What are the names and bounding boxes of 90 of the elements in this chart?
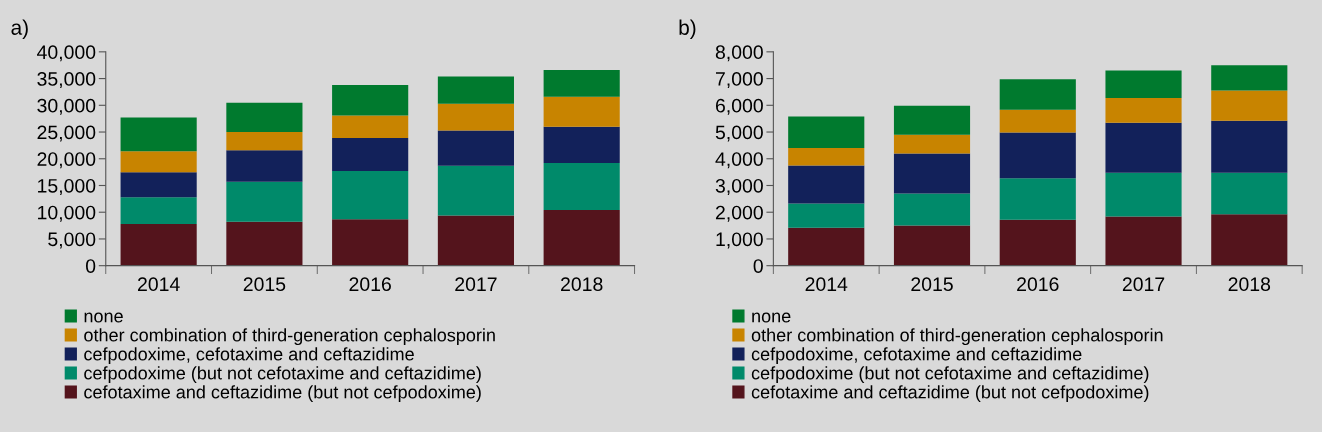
bar (226, 221, 303, 266)
bar (788, 165, 865, 204)
y-tick-label: 3,000 (715, 178, 763, 196)
bar (788, 116, 865, 149)
bar (332, 115, 409, 138)
y-tick-label: 0 (753, 259, 763, 273)
x-tick-label: 2015 (911, 277, 953, 292)
bar (1211, 90, 1288, 121)
y-tick-label: 25,000 (37, 125, 96, 142)
y-tick-label: 5,000 (715, 125, 763, 142)
legend-label: cefotaxime and ceftazidime (but not cefpodoxime) (84, 385, 481, 403)
x-tick-label: 2015 (243, 277, 286, 292)
bar (120, 197, 197, 224)
y-tick-label: 0 (85, 259, 96, 273)
legend-label: cefpodoxime, cefotaxime and ceftazidime (751, 347, 1082, 365)
y-tick-label: 6,000 (715, 98, 763, 115)
chart-title: b) (679, 19, 696, 39)
bar (120, 151, 197, 173)
x-tick-label: 2014 (805, 277, 848, 292)
bar (226, 102, 303, 133)
bar (543, 126, 620, 164)
y-tick-label: 40,000 (37, 45, 96, 62)
x-tick-label: 2017 (1122, 277, 1165, 292)
bar (437, 76, 514, 104)
y-tick-label: 4,000 (715, 152, 763, 169)
bar (893, 225, 971, 266)
bar (437, 165, 514, 216)
bar (226, 181, 303, 222)
bar (893, 153, 971, 194)
bar (1105, 172, 1182, 217)
y-tick-label: 15,000 (38, 178, 96, 196)
y-tick-label: 2,000 (715, 205, 763, 222)
x-tick-label: 2018 (561, 277, 603, 292)
bar (226, 150, 303, 182)
bar (1211, 214, 1288, 266)
y-tick-label: 10,000 (38, 205, 96, 222)
y-tick-label: 5,000 (48, 232, 96, 249)
bar (788, 148, 865, 166)
bar (543, 210, 620, 266)
bar (1105, 122, 1182, 173)
bar (332, 84, 409, 116)
y-tick-label: 7,000 (715, 72, 763, 89)
bar (999, 178, 1076, 220)
x-tick-label: 2016 (349, 277, 391, 292)
bar (1105, 98, 1182, 123)
bar (999, 109, 1076, 133)
legend-label: other combination of third-generation cephalosporin (751, 328, 1163, 346)
bar (893, 134, 971, 154)
bar (437, 103, 514, 131)
y-tick-label: 30,000 (37, 98, 96, 115)
y-tick-label: 35,000 (37, 72, 96, 89)
legend-label: cefpodoxime, cefotaxime and ceftazidime (84, 347, 414, 365)
bar (1105, 70, 1182, 99)
bar (332, 171, 409, 220)
bar (332, 137, 409, 172)
chart-title: a) (11, 19, 28, 39)
bar (788, 227, 865, 266)
bar (1211, 120, 1288, 173)
bar (893, 193, 971, 226)
bar (120, 223, 197, 266)
bar (1211, 65, 1288, 91)
bar (543, 70, 620, 97)
bar (437, 130, 514, 166)
bar (543, 96, 620, 127)
y-tick-label: 8,000 (715, 45, 763, 62)
bar (120, 172, 197, 198)
x-tick-label: 2018 (1228, 277, 1271, 292)
bar (437, 215, 514, 266)
bar (999, 219, 1076, 266)
y-tick-label: 20,000 (37, 152, 96, 169)
legend-label: cefpodoxime (but not cefotaxime and ceftazidime) (84, 366, 481, 384)
legend-label: none (752, 312, 791, 323)
legend-label: cefpodoxime (but not cefotaxime and ceftazidime) (751, 366, 1149, 384)
bar (120, 117, 197, 152)
y-tick-label: 1,000 (716, 232, 763, 249)
bar (999, 79, 1076, 110)
x-tick-label: 2017 (455, 277, 497, 292)
x-tick-label: 2016 (1017, 277, 1059, 292)
legend-label: cefotaxime and ceftazidime (but not cefpodoxime) (751, 385, 1149, 403)
bar (332, 219, 409, 266)
bar (1211, 172, 1288, 215)
bar (893, 105, 971, 135)
bar (226, 132, 303, 151)
legend-label: none (84, 312, 123, 323)
bar (1105, 216, 1182, 266)
legend-label: other combination of third-generation cephalosporin (84, 328, 495, 346)
bar (999, 132, 1076, 179)
bar (543, 163, 620, 211)
x-tick-label: 2014 (137, 277, 180, 292)
bar (788, 203, 865, 228)
